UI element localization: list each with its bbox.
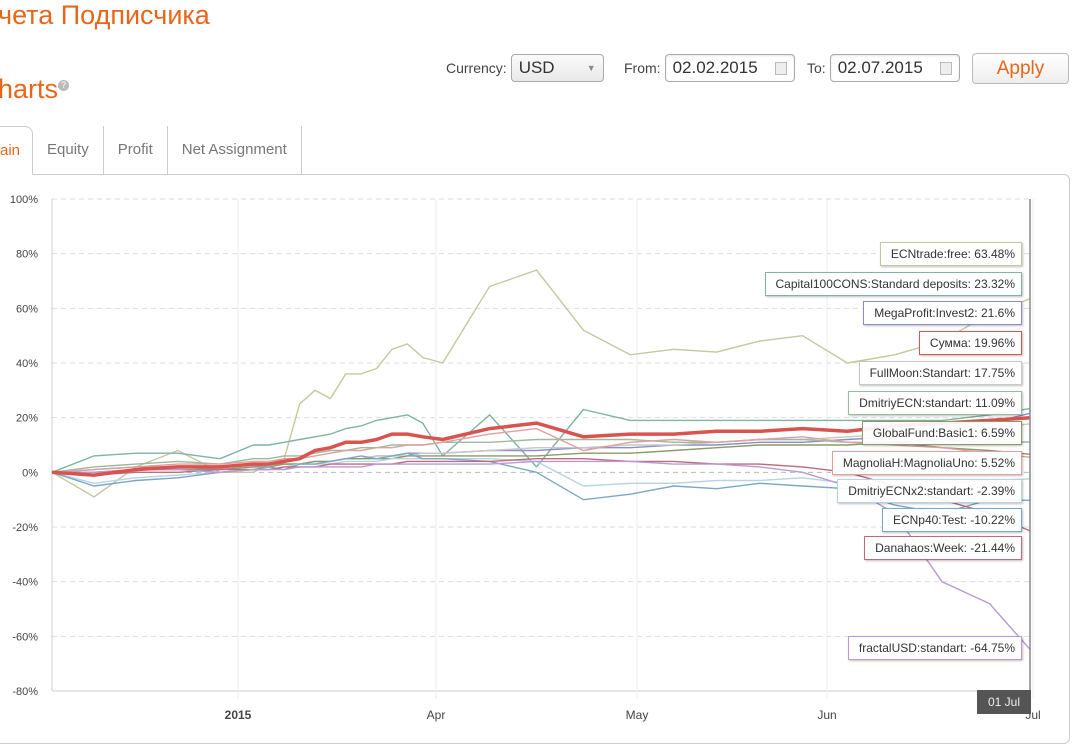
date-tooltip: 01 Jul [977, 690, 1031, 714]
y-tick-label: -60% [12, 631, 38, 643]
y-tick-label: 80% [16, 249, 38, 261]
tab-profit[interactable]: Profit [104, 126, 168, 174]
chart-panel [0, 174, 1070, 744]
from-date-input[interactable]: 02.02.2015 [664, 54, 795, 82]
calendar-icon[interactable] [774, 61, 787, 75]
section-title: harts? [0, 74, 70, 105]
currency-select[interactable]: USD ▼ [510, 54, 604, 82]
series-label: Danahaos:Week: -21.44% [864, 536, 1022, 560]
series-label: DmitriyECN:standart: 11.09% [848, 391, 1022, 415]
currency-label: Currency: [446, 60, 507, 76]
series-label: MagnoliaH:MagnoliaUno: 5.52% [831, 451, 1022, 475]
from-control: From: 02.02.2015 [624, 53, 795, 83]
series-line-globalfund-basic1 [52, 441, 1031, 473]
series-label: Capital100CONS:Standard deposits: 23.32% [764, 272, 1022, 296]
y-tick-label: -20% [12, 522, 38, 534]
series-line-capital100cons-standard-deposits [51, 407, 1031, 473]
currency-value: USD [518, 58, 555, 77]
y-tick-label: -40% [12, 577, 38, 589]
to-control: To: 02.07.2015 [807, 53, 960, 83]
currency-control: Currency: USD ▼ [446, 53, 604, 83]
series-line-fractalusd-standart [52, 460, 1031, 650]
apply-button[interactable]: Apply [972, 53, 1069, 84]
tab-net-assignment[interactable]: Net Assignment [168, 126, 302, 174]
to-date-input[interactable]: 02.07.2015 [829, 54, 960, 82]
section-title-text: harts [0, 74, 59, 104]
y-tick-label: 0% [22, 467, 38, 479]
series-label: Сумма: 19.96% [918, 331, 1022, 355]
series-line-magnoliah-magnoliauno [51, 427, 1031, 473]
chart-tabs: ain Equity Profit Net Assignment [0, 126, 302, 175]
series-label: ECNtrade:free: 63.48% [879, 242, 1022, 266]
y-tick-label: -80% [12, 686, 38, 698]
to-date-value: 02.07.2015 [837, 58, 923, 77]
series-label: GlobalFund:Basic1: 6.59% [861, 421, 1022, 445]
tab-equity[interactable]: Equity [33, 126, 104, 174]
calendar-icon[interactable] [939, 61, 952, 75]
x-tick-label: 2015 [225, 708, 252, 722]
y-tick-label: 20% [16, 413, 38, 425]
chevron-down-icon: ▼ [586, 63, 596, 73]
y-tick-label: 60% [16, 303, 38, 315]
y-tick-label: 40% [16, 358, 38, 370]
series-label: MegaProfit:Invest2: 21.6% [863, 301, 1022, 325]
page-title: чета Подписчика [0, 0, 210, 30]
series-line-ecntrade-free [51, 269, 1031, 498]
to-label: To: [807, 60, 826, 76]
series-label: FullMoon:Standart: 17.75% [858, 361, 1022, 385]
x-tick-label: Jun [817, 708, 836, 722]
x-tick-label: Apr [427, 708, 446, 722]
help-icon[interactable]: ? [58, 80, 70, 91]
series-label: DmitriyECNx2:standart: -2.39% [837, 479, 1022, 503]
series-label: ECNp40:Test: -10.22% [881, 508, 1022, 532]
x-tick-label: May [626, 708, 649, 722]
from-label: From: [624, 60, 661, 76]
series-label: fractalUSD:standart: -64.75% [847, 636, 1022, 660]
y-tick-label: 100% [10, 194, 38, 206]
from-date-value: 02.02.2015 [672, 58, 758, 77]
tab-gain[interactable]: ain [0, 126, 34, 175]
series-line-сумма [51, 416, 1031, 477]
